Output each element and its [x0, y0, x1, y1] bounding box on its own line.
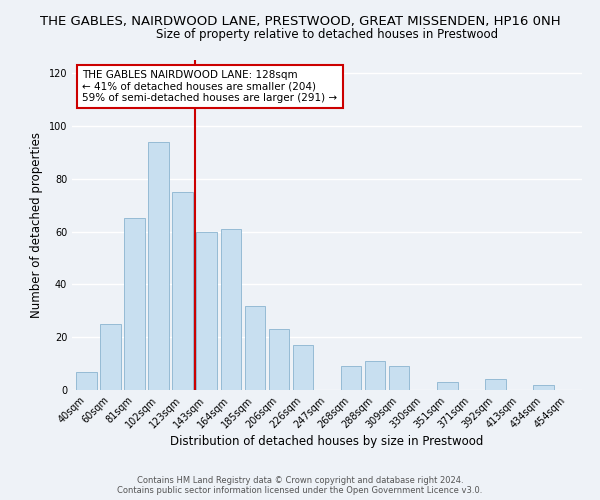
Bar [196, 232, 217, 390]
Bar [293, 345, 313, 390]
Bar [389, 366, 409, 390]
Bar [148, 142, 169, 390]
Bar [365, 361, 385, 390]
Bar [341, 366, 361, 390]
X-axis label: Distribution of detached houses by size in Prestwood: Distribution of detached houses by size … [170, 436, 484, 448]
Bar [76, 372, 97, 390]
Bar [269, 330, 289, 390]
Text: Contains HM Land Registry data © Crown copyright and database right 2024.
Contai: Contains HM Land Registry data © Crown c… [118, 476, 482, 495]
Bar [124, 218, 145, 390]
Y-axis label: Number of detached properties: Number of detached properties [30, 132, 43, 318]
Bar [100, 324, 121, 390]
Bar [485, 380, 506, 390]
Text: THE GABLES, NAIRDWOOD LANE, PRESTWOOD, GREAT MISSENDEN, HP16 0NH: THE GABLES, NAIRDWOOD LANE, PRESTWOOD, G… [40, 15, 560, 28]
Bar [245, 306, 265, 390]
Bar [437, 382, 458, 390]
Title: Size of property relative to detached houses in Prestwood: Size of property relative to detached ho… [156, 28, 498, 41]
Bar [533, 384, 554, 390]
Bar [172, 192, 193, 390]
Text: THE GABLES NAIRDWOOD LANE: 128sqm
← 41% of detached houses are smaller (204)
59%: THE GABLES NAIRDWOOD LANE: 128sqm ← 41% … [82, 70, 337, 103]
Bar [221, 229, 241, 390]
